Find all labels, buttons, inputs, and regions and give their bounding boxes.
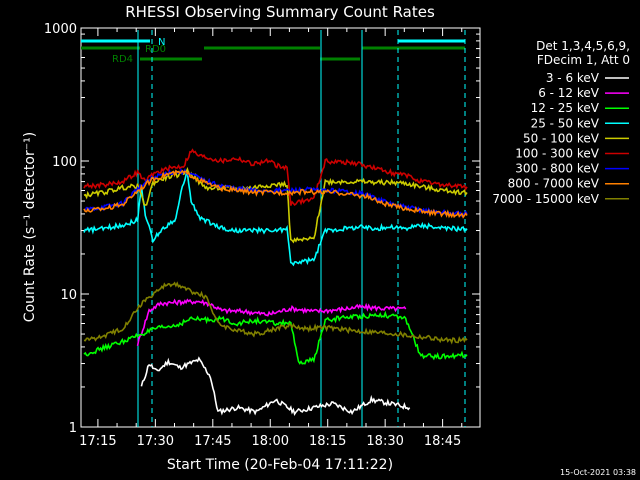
legend-label: 800 - 7000 keV: [508, 177, 600, 191]
x-tick-label: 18:00: [252, 434, 289, 449]
x-axis-label: Start Time (20-Feb-04 17:11:22): [167, 457, 393, 473]
legend-label: 6 - 12 keV: [538, 86, 600, 100]
legend-label: 3 - 6 keV: [546, 71, 600, 85]
y-tick-label: 1: [69, 421, 77, 436]
series-line: [136, 298, 407, 347]
y-tick-label: 1000: [44, 22, 77, 37]
plot-area: 1 10 100 1000 17:15 17:30 17:45 18:00 18:15 18:30…: [44, 22, 481, 449]
x-tick-label: 17:45: [194, 434, 231, 449]
x-tick-label: 18:30: [366, 434, 403, 449]
y-tick-label: 100: [52, 155, 77, 170]
status-bar-label-rd0: RD0: [145, 44, 166, 55]
series-line: [83, 170, 468, 267]
legend-label: 7000 - 15000 keV: [492, 192, 599, 206]
series-line: [83, 148, 468, 206]
legend-label: 50 - 100 keV: [523, 131, 600, 145]
series-line: [140, 356, 411, 417]
y-axis-label: Count Rate (s⁻¹ detector⁻¹): [22, 132, 38, 322]
y-tick-label: 10: [60, 288, 77, 303]
series-line: [83, 169, 468, 219]
footer-timestamp: 15-Oct-2021 03:38: [560, 468, 636, 477]
legend-label: 12 - 25 keV: [531, 101, 600, 115]
series-line: [83, 310, 468, 365]
axis-frame: [80, 27, 481, 428]
series-line: [83, 281, 468, 345]
x-tick-label: 18:15: [309, 434, 346, 449]
status-bar-label-rd4: RD4: [112, 54, 133, 65]
legend: Det 1,3,4,5,6,9, FDecim 1, Att 0 3 - 6 k…: [492, 39, 630, 206]
legend-label: 100 - 300 keV: [515, 147, 599, 161]
x-tick-label: 17:15: [79, 434, 116, 449]
x-tick-label: 17:30: [137, 434, 174, 449]
x-tick-label: 18:45: [424, 434, 461, 449]
legend-label: 25 - 50 keV: [531, 116, 600, 130]
legend-header-line-2: FDecim 1, Att 0: [537, 53, 630, 67]
status-bar-label-n: N: [158, 37, 165, 48]
legend-header-line-1: Det 1,3,4,5,6,9,: [536, 39, 630, 53]
series-line: [83, 166, 468, 244]
legend-label: 300 - 800 keV: [515, 162, 599, 176]
chart-title: RHESSI Observing Summary Count Rates: [125, 3, 435, 21]
